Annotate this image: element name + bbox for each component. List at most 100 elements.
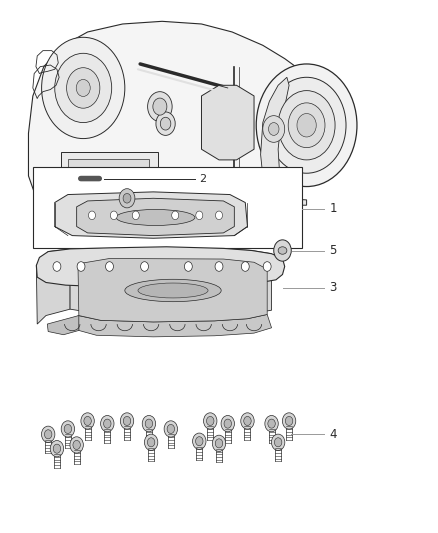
Circle shape [297,114,316,137]
Circle shape [103,419,111,428]
Circle shape [148,194,154,200]
Bar [33,167,302,248]
Circle shape [153,98,167,115]
Circle shape [172,211,179,220]
Circle shape [278,91,335,160]
Polygon shape [201,85,254,160]
Circle shape [256,64,357,187]
Circle shape [173,194,178,200]
Circle shape [148,92,172,122]
Circle shape [267,77,346,173]
Polygon shape [47,316,79,335]
Text: 2: 2 [199,174,206,183]
Circle shape [215,262,223,271]
Circle shape [124,194,130,200]
Circle shape [101,416,114,432]
Circle shape [45,430,52,439]
Circle shape [241,262,249,271]
Circle shape [59,194,64,200]
Circle shape [221,416,234,432]
Circle shape [286,194,292,200]
Circle shape [224,419,232,428]
Circle shape [215,211,223,220]
Circle shape [120,413,134,429]
Circle shape [194,194,200,200]
Circle shape [100,194,106,200]
Circle shape [272,434,285,450]
Circle shape [142,416,155,432]
Circle shape [145,419,153,428]
Circle shape [263,262,271,271]
Circle shape [215,439,223,448]
Circle shape [212,435,226,451]
Circle shape [274,438,282,447]
Polygon shape [36,249,70,324]
Circle shape [196,211,203,220]
Circle shape [268,123,279,135]
Circle shape [76,79,90,96]
Ellipse shape [278,247,287,254]
Circle shape [251,194,257,200]
Circle shape [160,117,171,130]
Circle shape [132,211,139,220]
Circle shape [110,211,117,220]
Polygon shape [44,192,307,205]
Circle shape [53,262,61,271]
Circle shape [141,262,148,271]
Circle shape [269,194,274,200]
Ellipse shape [116,209,195,225]
Ellipse shape [138,283,208,298]
Circle shape [42,426,55,442]
Circle shape [234,194,239,200]
Circle shape [244,416,251,425]
Circle shape [195,437,203,446]
Circle shape [42,37,125,139]
Circle shape [274,240,291,261]
Circle shape [73,440,80,449]
Circle shape [53,444,60,453]
Circle shape [286,416,293,425]
Circle shape [145,434,158,450]
Circle shape [193,433,206,449]
Circle shape [156,112,175,135]
Circle shape [106,262,113,271]
Polygon shape [28,21,333,205]
Circle shape [55,53,112,123]
Circle shape [67,68,100,108]
Bar [61,152,158,192]
Circle shape [88,211,95,220]
Circle shape [184,262,192,271]
Text: 4: 4 [329,428,337,441]
Text: 3: 3 [329,281,337,294]
Polygon shape [70,248,272,317]
Polygon shape [261,77,289,179]
Circle shape [81,413,94,429]
Circle shape [167,424,174,433]
Ellipse shape [125,279,221,302]
Circle shape [263,116,285,142]
Circle shape [265,416,278,432]
Circle shape [50,440,64,457]
Polygon shape [77,198,234,236]
Circle shape [61,421,74,437]
Polygon shape [78,314,272,337]
Circle shape [268,419,275,428]
Circle shape [124,416,131,425]
Circle shape [204,413,217,429]
Polygon shape [36,247,285,288]
Circle shape [288,103,325,148]
Circle shape [241,413,254,429]
Circle shape [119,189,135,208]
Text: 5: 5 [329,244,337,257]
Circle shape [206,416,214,425]
Bar [68,159,149,187]
Circle shape [78,194,84,200]
Circle shape [84,416,92,425]
Polygon shape [78,259,267,322]
Circle shape [64,424,71,433]
Circle shape [164,421,177,437]
Circle shape [214,194,219,200]
Circle shape [123,193,131,203]
Circle shape [147,438,155,447]
Polygon shape [55,192,247,238]
